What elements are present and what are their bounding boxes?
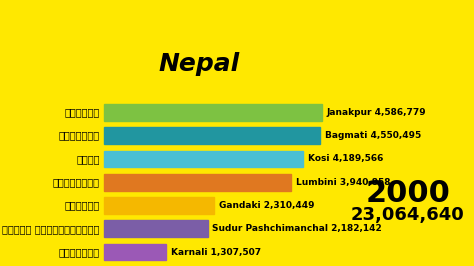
Text: Gandaki 2,310,449: Gandaki 2,310,449 bbox=[219, 201, 314, 210]
Text: Janakpur 4,586,779: Janakpur 4,586,779 bbox=[327, 108, 426, 117]
Text: Sudur Pashchimanchal 2,182,142: Sudur Pashchimanchal 2,182,142 bbox=[212, 224, 382, 233]
Bar bbox=[104, 197, 214, 214]
Bar bbox=[104, 104, 322, 121]
Text: जनकपुर: जनकपुर bbox=[64, 107, 100, 117]
Bar bbox=[104, 174, 291, 190]
Text: सुदुर पश्चिमाञ्चल: सुदुर पश्चिमाञ्चल bbox=[2, 224, 100, 234]
Text: 23,064,640: 23,064,640 bbox=[351, 206, 465, 224]
Text: कर्णाली: कर्णाली bbox=[58, 247, 100, 257]
Text: गण्डकी: गण्डकी bbox=[64, 201, 100, 210]
Text: बाग्मती: बाग्मती bbox=[58, 131, 100, 141]
Text: लुम्बिनी: लुम्बिनी bbox=[53, 177, 100, 187]
Text: Nepal: Nepal bbox=[158, 52, 240, 76]
Text: कोशी: कोशी bbox=[76, 154, 100, 164]
Text: Kosi 4,189,566: Kosi 4,189,566 bbox=[308, 155, 383, 163]
Text: Lumbini 3,940,858: Lumbini 3,940,858 bbox=[296, 178, 390, 187]
Bar bbox=[104, 151, 303, 167]
Bar bbox=[104, 127, 320, 144]
Bar bbox=[104, 220, 208, 237]
Text: Karnali 1,307,507: Karnali 1,307,507 bbox=[171, 248, 261, 256]
Bar bbox=[104, 244, 166, 260]
Text: Bagmati 4,550,495: Bagmati 4,550,495 bbox=[325, 131, 421, 140]
Text: 2000: 2000 bbox=[365, 179, 450, 208]
